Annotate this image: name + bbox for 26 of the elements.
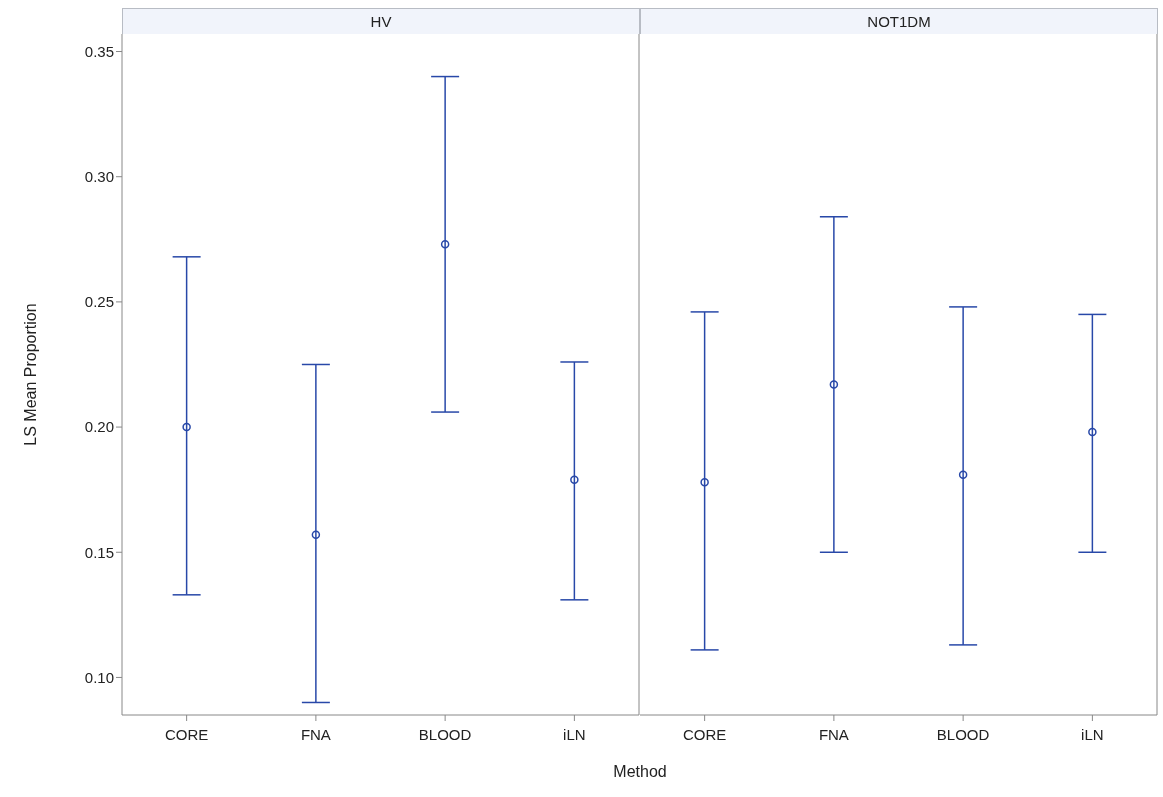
- chart-title: HV: [122, 8, 640, 34]
- x-tick-label: FNA: [818, 725, 849, 743]
- x-axis-title: Method: [612, 763, 668, 781]
- y-axis-title: LS Mean Proportion: [21, 303, 39, 446]
- x-tick-label: BLOOD: [418, 725, 472, 743]
- y-tick-label: 0.30: [84, 168, 114, 186]
- x-tick-label: BLOOD: [936, 725, 990, 743]
- point: [311, 530, 321, 539]
- point: [1088, 427, 1097, 437]
- x-tick-label: CORE: [682, 725, 727, 743]
- x-tick-label: iLN: [563, 725, 586, 743]
- x-tick-label: FNA: [300, 725, 331, 743]
- point: [182, 422, 191, 432]
- point: [829, 380, 839, 389]
- y-tick-label: 0.25: [84, 293, 114, 311]
- point: [440, 240, 450, 249]
- chart-title: NOT1DM: [640, 8, 1158, 34]
- y-tick-label: 0.20: [84, 418, 114, 436]
- x-tick-label: CORE: [164, 725, 209, 743]
- point: [958, 470, 968, 479]
- point: [570, 475, 579, 484]
- x-tick-label: iLN: [1081, 725, 1104, 743]
- y-tick-label: 0.35: [84, 42, 114, 60]
- y-tick-label: 0.15: [84, 543, 114, 561]
- y-tick-label: 0.10: [84, 668, 114, 686]
- point: [700, 477, 709, 487]
